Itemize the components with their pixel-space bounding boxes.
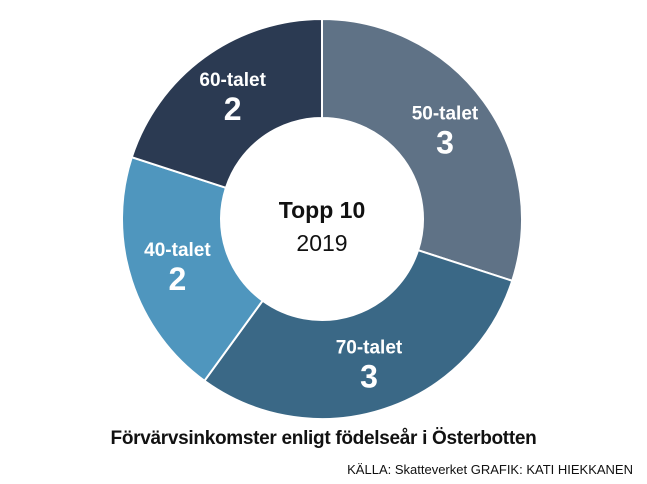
slice-value-label: 3 [436, 125, 454, 161]
donut-slices [121, 17, 523, 420]
center-subtitle: 2019 [296, 230, 347, 256]
chart-caption: Förvärvsinkomster enligt födelseår i Öst… [110, 428, 537, 449]
slice-category-label: 40-talet [144, 240, 211, 261]
center-title: Topp 10 [279, 197, 365, 223]
slice-category-label: 70-talet [336, 338, 403, 359]
slice-category-label: 50-talet [412, 104, 479, 125]
source-credit: KÄLLA: Skatteverket GRAFIK: KATI HIEKKAN… [347, 462, 633, 477]
slice-40-talet [121, 155, 265, 383]
slice-60-talet [130, 17, 323, 190]
slice-value-label: 3 [360, 359, 378, 395]
slice-70-talet [203, 248, 514, 420]
slice-value-label: 2 [224, 91, 242, 127]
slice-category-label: 60-talet [199, 70, 266, 91]
slice-value-label: 2 [169, 261, 187, 297]
slice-50-talet [321, 17, 523, 283]
